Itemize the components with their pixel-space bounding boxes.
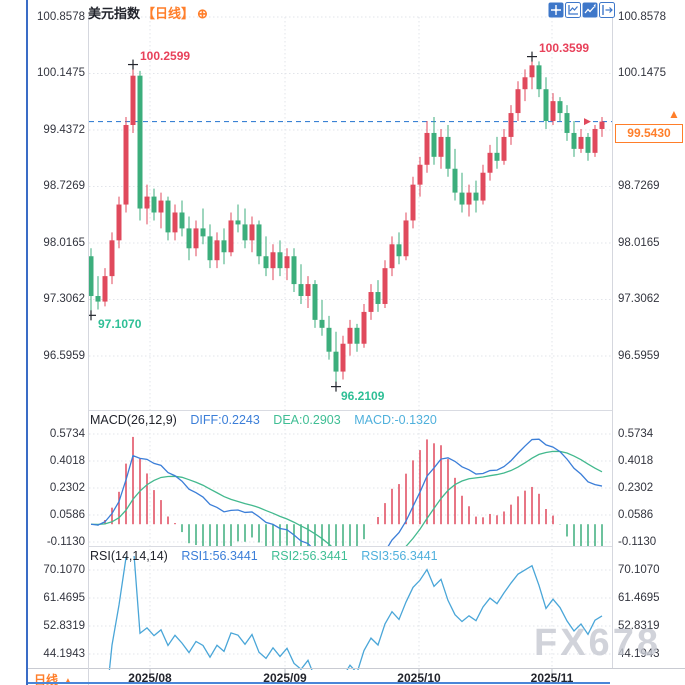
- y-label: 97.3062: [618, 293, 660, 305]
- macd-y-label: 0.5734: [618, 428, 654, 440]
- hide-panel-icon[interactable]: [599, 2, 615, 18]
- rsi-title: RSI(14,14,14): [90, 549, 168, 563]
- rsi-y-label: 70.1070: [618, 564, 660, 576]
- x-label: 2025/08: [128, 671, 172, 685]
- y-label: 100.1475: [37, 67, 85, 79]
- y-label: 98.0165: [618, 237, 660, 249]
- plot-left-border: [88, 16, 89, 685]
- low-annotation: 96.2109: [341, 389, 385, 403]
- macd-diff-value: DIFF:0.2243: [190, 413, 260, 427]
- chart-type-icon[interactable]: [582, 2, 598, 18]
- macd-y-label: 0.2302: [618, 482, 654, 494]
- rsi-y-label: 44.1943: [43, 648, 85, 660]
- macd-y-label: -0.1130: [46, 536, 85, 548]
- symbol-name: 美元指数: [88, 6, 141, 21]
- macd-title: MACD(26,12,9): [90, 413, 177, 427]
- macd-value: MACD:-0.1320: [354, 413, 437, 427]
- rsi-y-label: 44.1943: [618, 648, 660, 660]
- y-label: 100.8578: [37, 11, 85, 23]
- macd-header: MACD(26,12,9) DIFF:0.2243 DEA:0.2903 MAC…: [90, 413, 437, 427]
- circle-plus-icon[interactable]: ⊕: [197, 6, 208, 21]
- y-label: 100.1475: [618, 67, 666, 79]
- rsi-y-label: 61.4695: [43, 592, 85, 604]
- chart-title: 美元指数 【日线】 ⊕: [88, 3, 208, 22]
- y-label: 97.3062: [43, 293, 85, 305]
- sidebar-divider: [26, 0, 28, 685]
- macd-y-label: 0.0586: [618, 509, 654, 521]
- macd-y-label: 0.4018: [49, 455, 85, 467]
- x-label: 2025/09: [263, 671, 307, 685]
- high-annotation: 100.3599: [539, 41, 590, 55]
- current-price-box: 99.5430: [615, 124, 683, 143]
- watermark: FX678: [534, 622, 661, 664]
- rsi-y-label: 52.8319: [43, 620, 85, 632]
- rsi-y-label: 61.4695: [618, 592, 660, 604]
- y-label: 98.7269: [43, 180, 85, 192]
- y-label: 96.5959: [618, 350, 660, 362]
- low-annotation: 97.1070: [98, 317, 142, 331]
- crosshair-icon[interactable]: [548, 2, 564, 18]
- x-label: 2025/11: [530, 671, 574, 685]
- triangle-up-icon: ▲: [63, 676, 73, 685]
- rsi3-value: RSI3:56.3441: [361, 549, 438, 563]
- chart-scrollbar[interactable]: [28, 682, 610, 684]
- y-label: 98.0165: [43, 237, 85, 249]
- rsi-header: RSI(14,14,14) RSI1:56.3441 RSI2:56.3441 …: [90, 549, 438, 563]
- rsi-y-label: 52.8319: [618, 620, 660, 632]
- period-tag: 【日线】: [142, 6, 195, 21]
- pane-divider[interactable]: [88, 546, 612, 547]
- y-label: 96.5959: [43, 350, 85, 362]
- plot-right-border: [612, 16, 613, 668]
- rsi2-value: RSI2:56.3441: [271, 549, 348, 563]
- pane-divider[interactable]: [88, 410, 612, 411]
- axis-scale-icon[interactable]: [565, 2, 581, 18]
- macd-y-label: 0.5734: [49, 428, 85, 440]
- macd-y-label: 0.4018: [618, 455, 654, 467]
- x-label: 2025/10: [397, 671, 441, 685]
- y-label: 99.4372: [43, 124, 85, 136]
- high-annotation: 100.2599: [140, 49, 191, 63]
- rsi1-value: RSI1:56.3441: [181, 549, 258, 563]
- macd-y-label: -0.1130: [618, 536, 657, 548]
- macd-dea-value: DEA:0.2903: [273, 413, 341, 427]
- macd-y-label: 0.0586: [49, 509, 85, 521]
- y-label: 98.7269: [618, 180, 660, 192]
- y-label: 100.8578: [618, 11, 666, 23]
- sidebar: [0, 0, 26, 685]
- price-up-arrow-icon: ▲: [668, 107, 680, 121]
- x-axis-border: [28, 668, 685, 669]
- rsi-y-label: 70.1070: [43, 564, 85, 576]
- macd-y-label: 0.2302: [49, 482, 85, 494]
